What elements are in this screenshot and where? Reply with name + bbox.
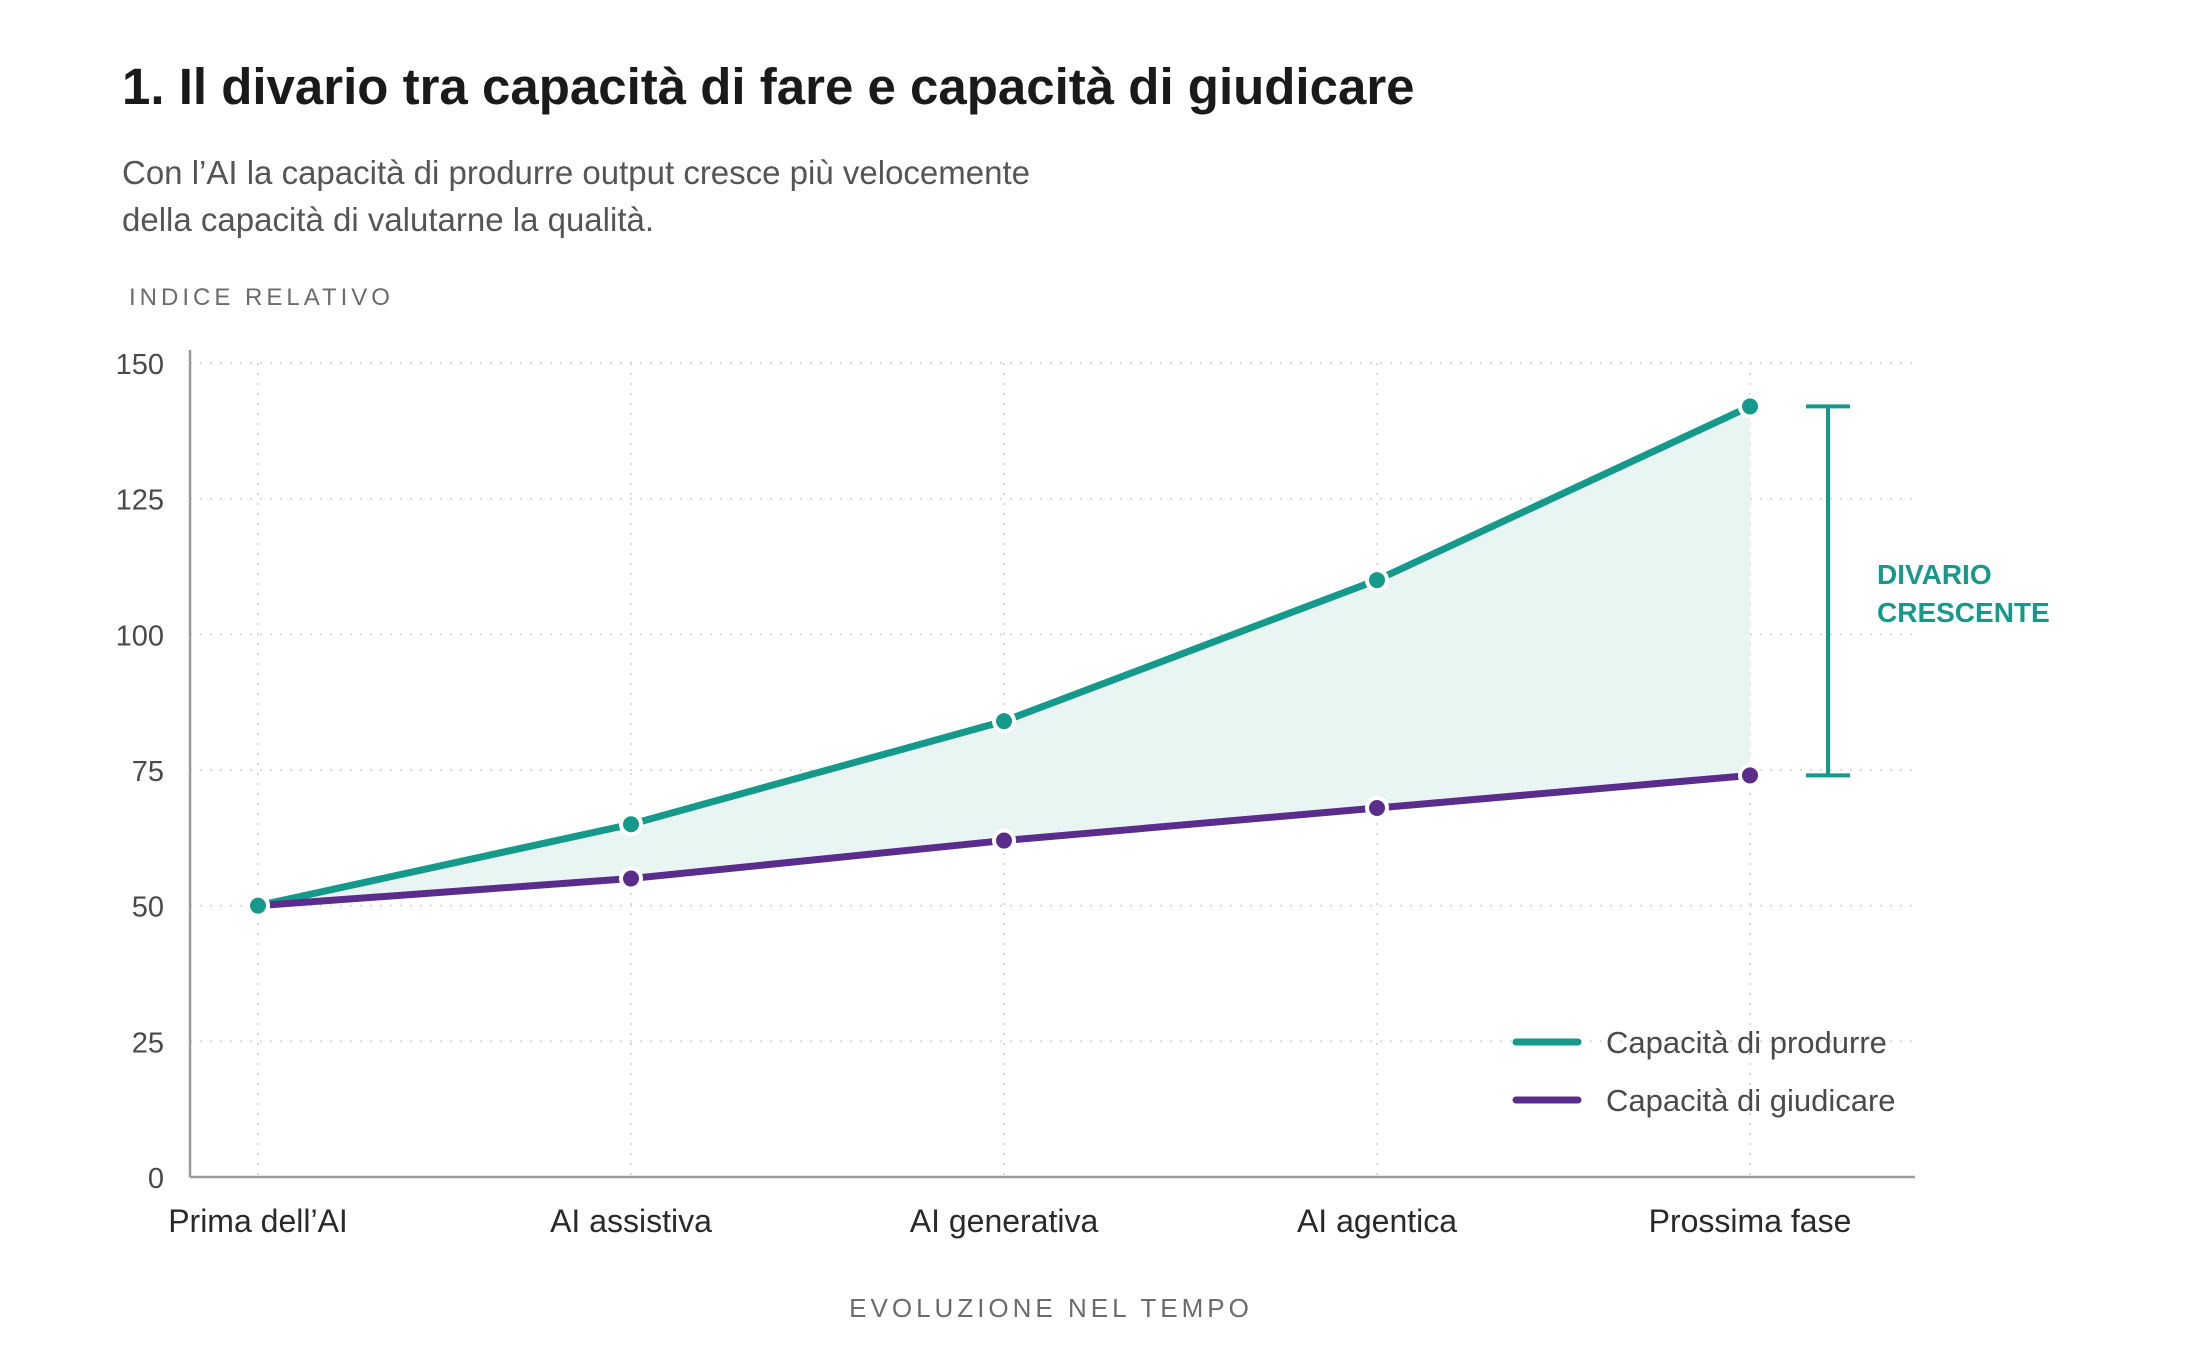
data-point-produrre [1738,394,1762,419]
y-axis-label: INDICE RELATIVO [129,284,394,311]
legend-label-produrre: Capacità di produrre [1606,1025,1887,1060]
x-tick-label: AI generativa [910,1203,1099,1239]
data-point-giudicare [1738,763,1762,788]
axes: 0 25 50 75 100 125 150 Prima dell’AI AI assistiv… [116,349,1915,1239]
y-tick-label: 125 [116,485,164,517]
legend-label-giudicare: Capacità di giudicare [1606,1083,1896,1118]
x-tick-label: Prima dell’AI [168,1203,348,1239]
x-tick-label: AI agentica [1297,1203,1457,1239]
data-point-produrre [1365,568,1389,593]
subtitle-line-1: Con l’AI la capacità di produrre output … [122,154,1030,191]
y-tick-label: 100 [116,620,164,652]
page-title: 1. Il divario tra capacità di fare e cap… [122,58,1415,115]
gap-label-line-1: DIVARIO [1877,559,1992,590]
data-point-giudicare [1365,795,1389,820]
data-points [246,394,1762,918]
y-tick-label: 75 [132,756,164,788]
gap-label-line-2: CRESCENTE [1877,597,2050,628]
subtitle-line-2: della capacità di valutarne la qualità. [122,201,654,238]
y-tick-label: 50 [132,892,164,924]
gap-annotation: DIVARIO CRESCENTE [1806,404,2050,778]
data-point-produrre [619,812,643,837]
data-point-giudicare [619,866,643,891]
data-point-giudicare [992,828,1016,853]
x-tick-label: AI assistiva [550,1203,712,1239]
x-axis-label: EVOLUZIONE NEL TEMPO [849,1293,1253,1323]
x-tick-label: Prossima fase [1649,1203,1852,1239]
legend: Capacità di produrre Capacità di giudicar… [1512,1025,1896,1118]
y-tick-label: 150 [116,349,164,381]
gap-area [258,406,1750,906]
data-point-produrre [246,893,270,918]
data-point-produrre [992,709,1016,734]
y-tick-label: 0 [148,1163,164,1195]
y-tick-label: 25 [132,1027,164,1059]
